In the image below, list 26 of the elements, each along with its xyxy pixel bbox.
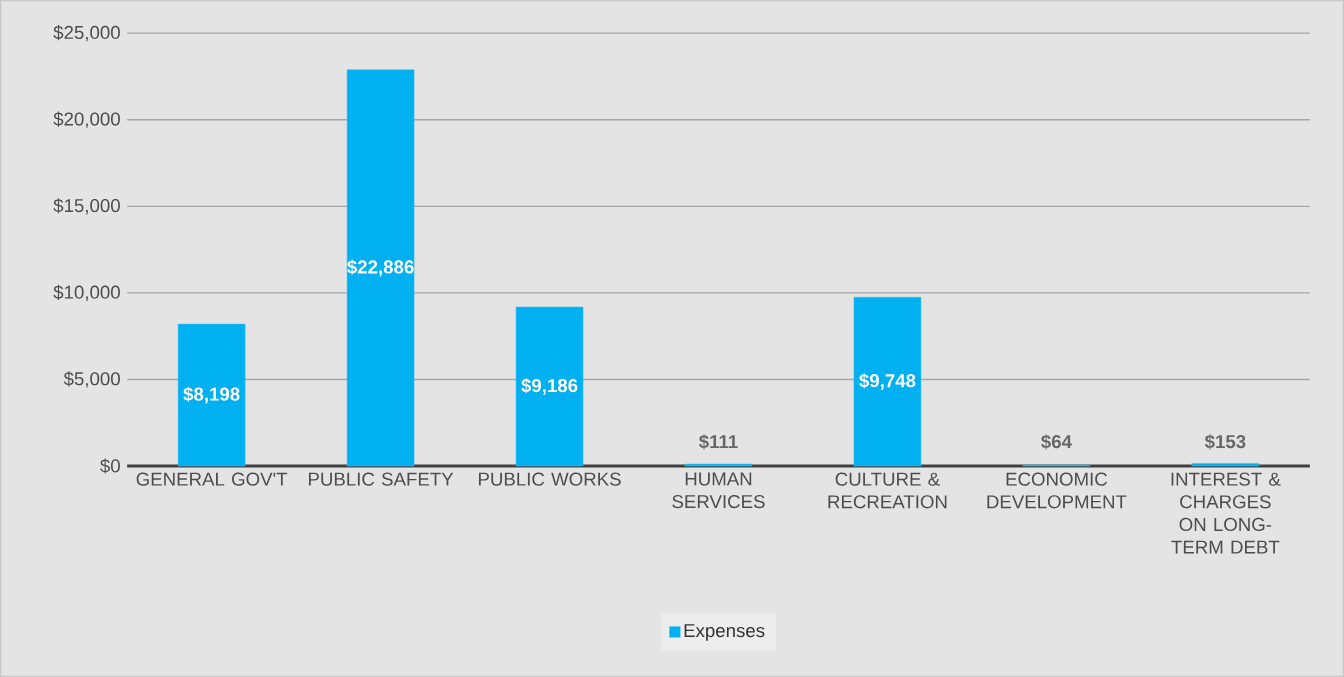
data-label: $8,198 xyxy=(183,386,240,404)
bar xyxy=(177,323,246,467)
y-tick-label: $5,000 xyxy=(63,371,120,388)
bar xyxy=(1191,463,1260,467)
data-label: $153 xyxy=(1204,434,1246,450)
bar xyxy=(853,296,922,467)
x-tick-label: PUBLIC WORKS xyxy=(478,472,621,486)
data-label: $22,886 xyxy=(347,259,414,277)
y-tick-label: $0 xyxy=(100,458,120,474)
data-label: $9,186 xyxy=(521,378,578,395)
x-tick-label: INTEREST & CHARGES ON LONG-TERM DEBT xyxy=(1171,472,1281,554)
x-tick-label: HUMAN SERVICES xyxy=(672,472,765,509)
y-tick-label: $15,000 xyxy=(53,198,120,215)
bar xyxy=(346,69,415,467)
x-tick-label: PUBLIC SAFETY xyxy=(308,472,454,486)
y-tick-label: $25,000 xyxy=(53,24,120,42)
bar xyxy=(515,306,584,467)
legend-label: Expenses xyxy=(684,624,765,641)
data-label: $111 xyxy=(699,434,738,450)
x-tick-label: GENERAL GOV'T xyxy=(136,472,288,486)
x-tick-label: CULTURE & RECREATION xyxy=(828,472,947,509)
y-tick-label: $20,000 xyxy=(53,111,120,128)
x-tick-label: ECONOMIC DEVELOPMENT xyxy=(987,472,1127,509)
data-label: $64 xyxy=(1041,434,1072,450)
data-label: $9,748 xyxy=(859,373,916,390)
y-tick-label: $10,000 xyxy=(53,284,120,301)
